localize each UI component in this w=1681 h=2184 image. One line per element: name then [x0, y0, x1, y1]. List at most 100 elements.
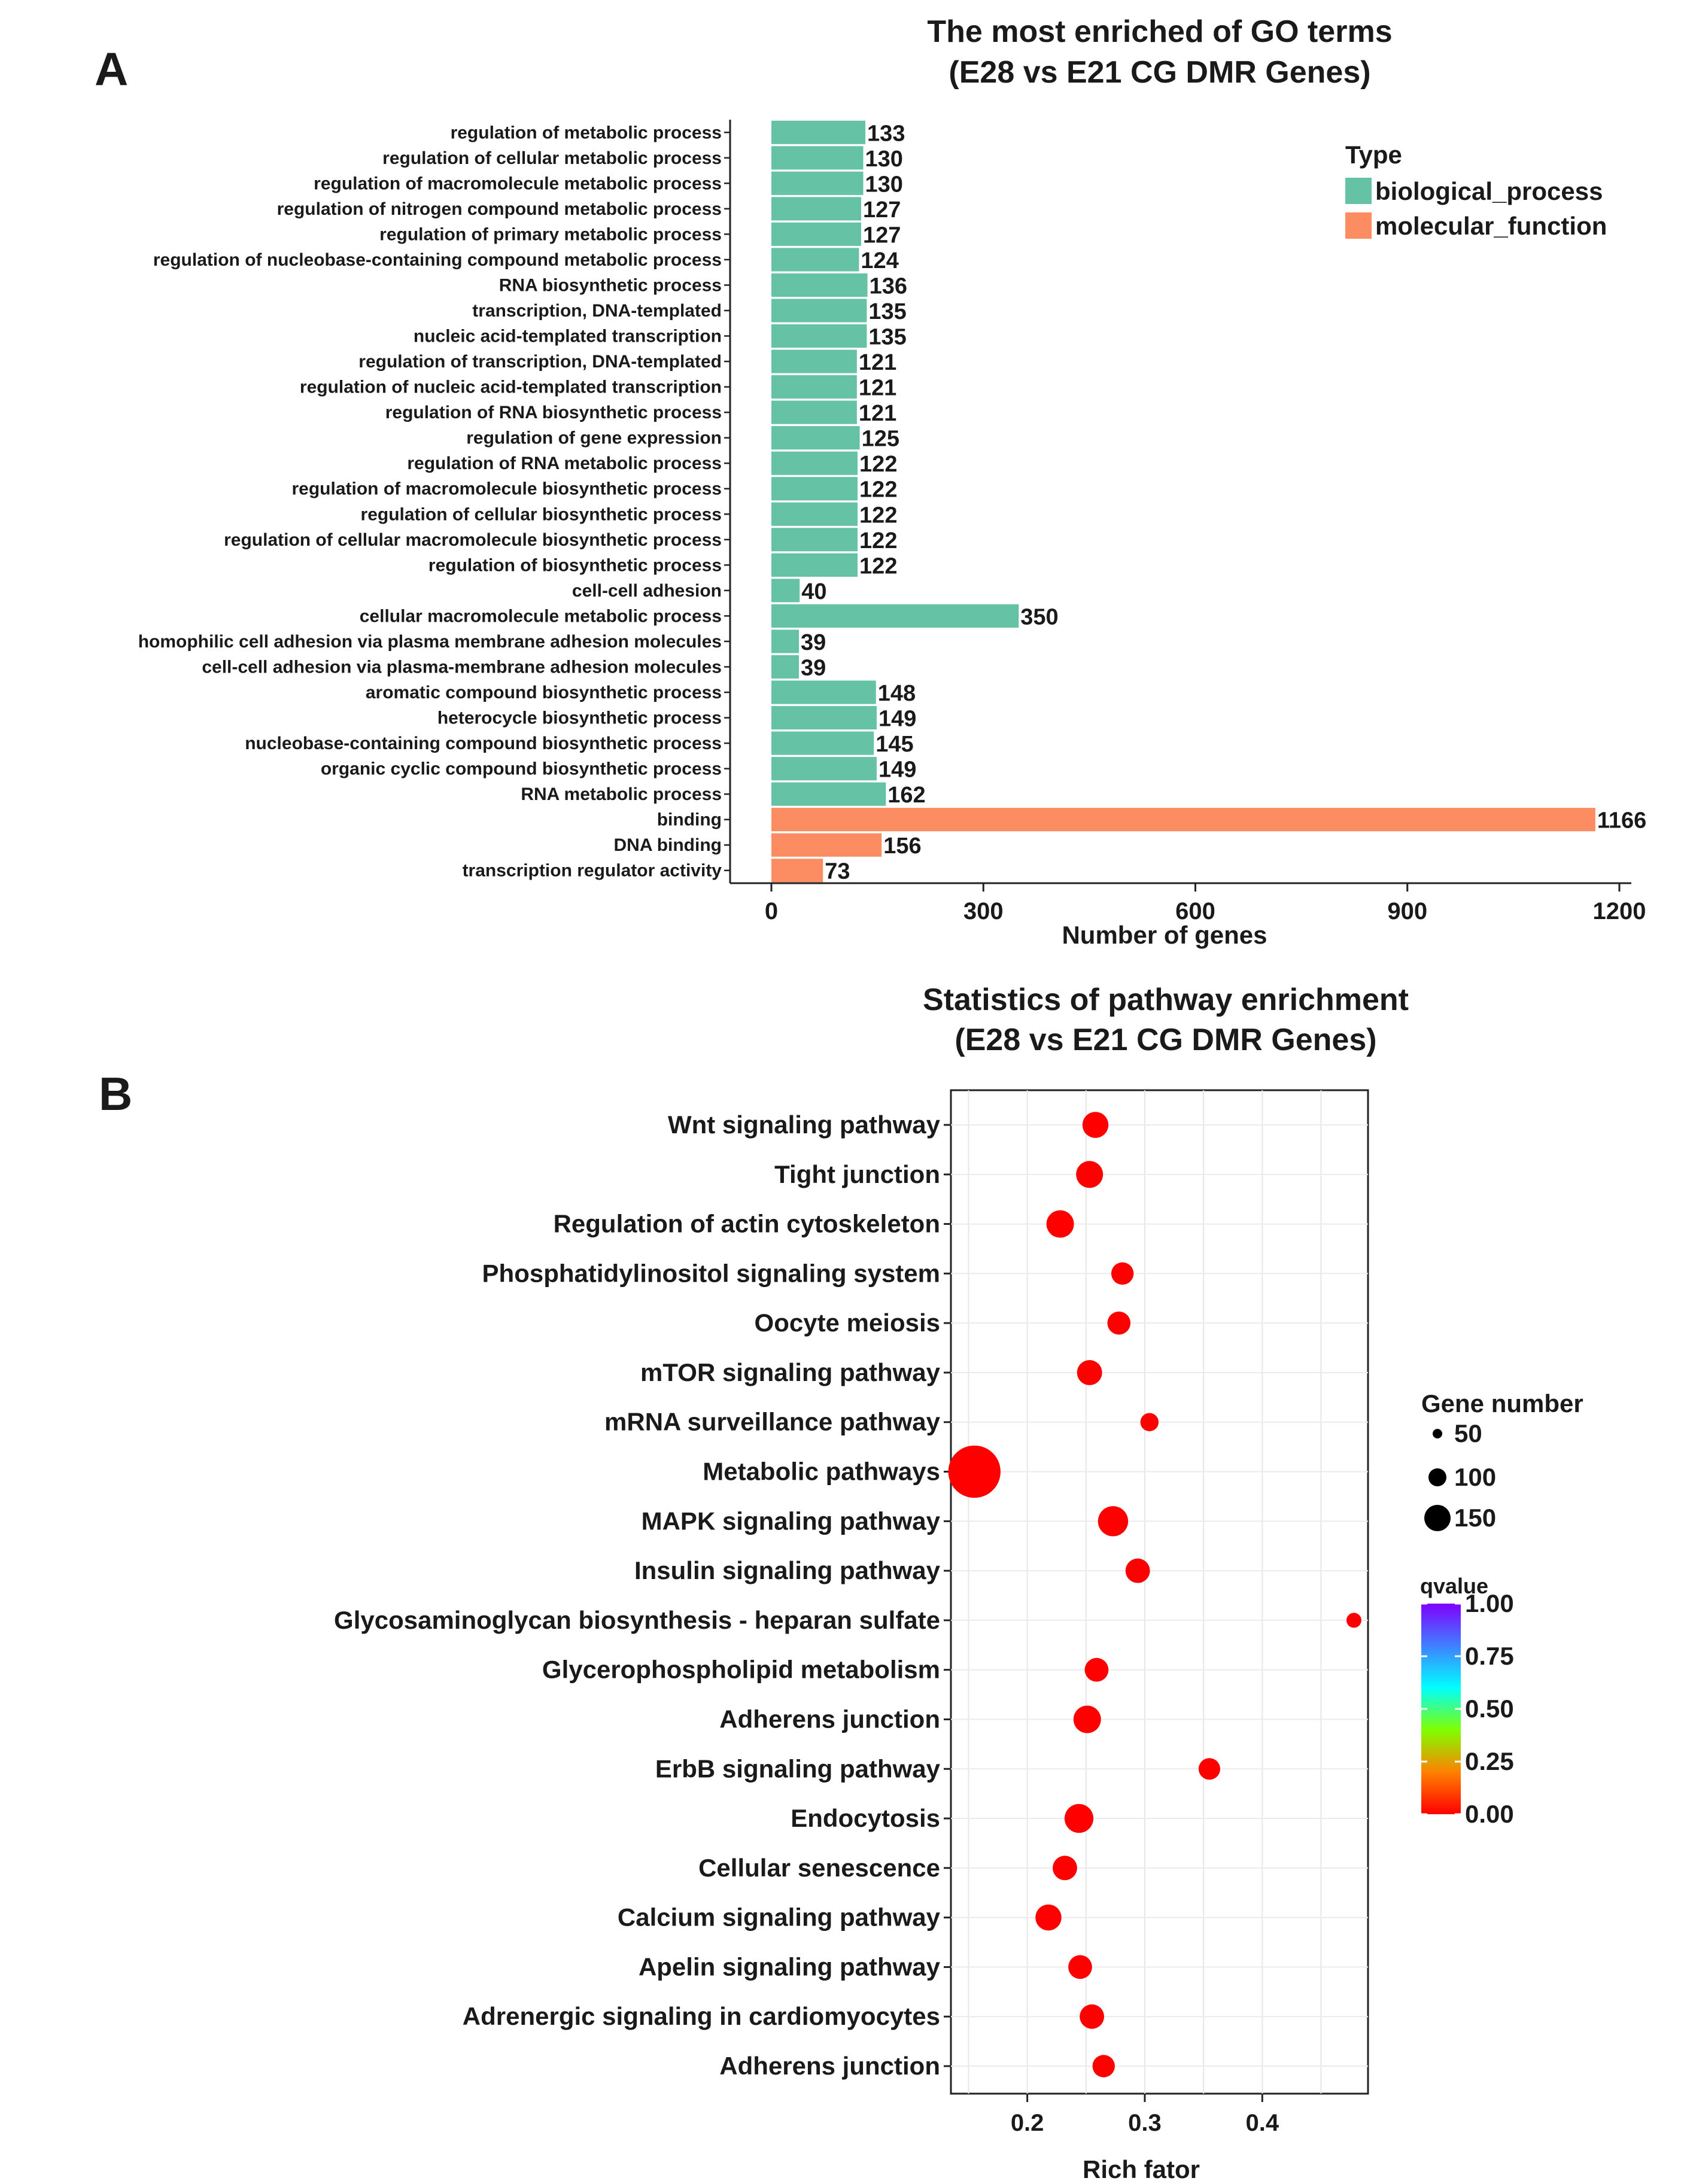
panel-a-subtitle: (E28 vs E21 CG DMR Genes) [949, 55, 1370, 90]
category-label: cellular macromolecule metabolic process [360, 606, 722, 626]
panel-b-points [948, 1112, 1361, 2077]
panel-b-pathway-scatter: B Statistics of pathway enrichment (E28 … [99, 983, 1583, 2183]
panel-b-x-ticks: 0.2 0.3 0.4 [1011, 2094, 1279, 2136]
category-label: RNA metabolic process [521, 784, 722, 804]
bar [771, 808, 1595, 832]
category-label: regulation of macromolecule biosynthetic… [291, 479, 722, 499]
category-label: regulation of macromolecule metabolic pr… [314, 174, 722, 193]
panel-b-category-labels: Wnt signaling pathway Tight junction Regul… [334, 1111, 951, 2080]
category-label: RNA biosynthetic process [499, 275, 722, 295]
pathway-label: MAPK signaling pathway [642, 1507, 941, 1535]
bar [771, 579, 800, 603]
pathway-point [1082, 1112, 1109, 1138]
size-legend-dot [1428, 1468, 1446, 1486]
category-label: regulation of RNA biosynthetic process [385, 403, 722, 422]
pathway-label: Phosphatidylinositol signaling system [482, 1259, 940, 1287]
bar [771, 222, 861, 246]
size-legend-title: Gene number [1421, 1389, 1583, 1418]
bar-value-label: 122 [859, 452, 897, 477]
pathway-point [1064, 1803, 1094, 1833]
category-label: homophilic cell adhesion via plasma memb… [138, 632, 722, 652]
x-tick-label: 1200 [1593, 898, 1646, 924]
bar-value-label: 135 [868, 325, 906, 350]
pathway-label: Adrenergic signaling in cardiomyocytes [463, 2002, 940, 2030]
color-legend-label: 0.25 [1465, 1747, 1514, 1775]
bar [771, 146, 864, 170]
bar-value-label: 39 [801, 630, 826, 655]
bar-value-label: 156 [883, 834, 921, 859]
category-label: cell-cell adhesion [572, 581, 722, 601]
bar-value-label: 145 [876, 732, 913, 757]
bar-value-label: 40 [801, 579, 826, 604]
category-label: regulation of biosynthetic process [428, 555, 722, 575]
pathway-point [1092, 2055, 1115, 2077]
bar-value-label: 133 [867, 121, 905, 146]
panel-b-title: Statistics of pathway enrichment [923, 983, 1409, 1017]
size-legend-dot [1424, 1505, 1451, 1531]
bar [771, 197, 861, 221]
pathway-point [1107, 1311, 1131, 1335]
bar-value-label: 149 [879, 758, 916, 783]
pathway-point [1198, 1758, 1221, 1780]
panel-a-x-axis-title: Number of genes [1062, 921, 1267, 949]
bar [771, 859, 823, 883]
bar-value-label: 122 [859, 528, 897, 553]
panel-a-category-labels: regulation of metabolic process regulatio… [138, 123, 730, 881]
pathway-point [1073, 1705, 1101, 1733]
pathway-label: Glycerophospholipid metabolism [542, 1656, 940, 1684]
bar-value-label: 148 [878, 681, 916, 706]
category-label: regulation of primary metabolic process [379, 224, 722, 244]
bar [771, 731, 874, 755]
legend-label-biological-process: biological_process [1375, 177, 1603, 205]
legend-swatch-molecular-function [1345, 212, 1372, 239]
category-label: binding [657, 810, 722, 830]
pathway-point [1053, 1856, 1077, 1881]
size-legend-dot [1433, 1429, 1442, 1438]
bar-value-label: 125 [862, 427, 899, 452]
category-label: heterocycle biosynthetic process [437, 708, 722, 728]
panel-b-subtitle: (E28 vs E21 CG DMR Genes) [955, 1023, 1376, 1057]
panel-b-plot-area [950, 1089, 1369, 2095]
bar-value-label: 135 [868, 299, 906, 324]
bar-value-label: 73 [825, 859, 850, 884]
category-label: regulation of metabolic process [451, 123, 722, 142]
bar-value-label: 1166 [1597, 808, 1646, 834]
category-label: regulation of cellular macromolecule bio… [224, 530, 722, 550]
panel-a-axes [729, 120, 1631, 884]
category-label: aromatic compound biosynthetic process [366, 683, 722, 702]
bar [771, 477, 858, 501]
category-label: regulation of nucleobase-containing comp… [153, 250, 722, 270]
pathway-point [948, 1445, 1001, 1498]
pathway-point [1080, 2004, 1105, 2029]
pathway-point [1068, 1955, 1092, 1979]
pathway-label: Regulation of actin cytoskeleton [554, 1210, 940, 1238]
bar-value-label: 127 [863, 223, 901, 248]
panel-b-size-legend: Gene number 50 100 150 [1421, 1389, 1583, 1532]
category-label: organic cyclic compound biosynthetic pro… [321, 759, 722, 779]
category-label: regulation of gene expression [466, 428, 722, 448]
bar [771, 120, 866, 144]
bar [771, 502, 858, 526]
bar [771, 680, 876, 704]
size-legend-label: 150 [1454, 1504, 1496, 1532]
bar [771, 273, 868, 297]
category-label: regulation of cellular biosynthetic proc… [361, 504, 722, 524]
color-legend-title: qvalue [1420, 1574, 1488, 1598]
pathway-label: Wnt signaling pathway [668, 1111, 941, 1139]
bar-value-label: 122 [859, 503, 897, 528]
pathway-point [1035, 1904, 1062, 1931]
bar [771, 426, 860, 450]
pathway-label: ErbB signaling pathway [655, 1754, 941, 1783]
x-tick-label: 0 [765, 898, 778, 924]
category-label: transcription, DNA-templated [472, 301, 722, 321]
panel-a-legend: Type biological_process molecular_functi… [1345, 141, 1607, 240]
bar [771, 324, 867, 348]
plot-frame [950, 1089, 1369, 2095]
category-label: regulation of RNA metabolic process [407, 454, 722, 473]
category-label: regulation of nucleic acid-templated tra… [300, 378, 722, 397]
category-label: regulation of cellular metabolic process [382, 148, 722, 168]
category-label: nucleobase-containing compound biosynthe… [245, 734, 722, 753]
x-tick-label: 900 [1387, 898, 1427, 924]
size-legend-label: 50 [1454, 1419, 1482, 1447]
